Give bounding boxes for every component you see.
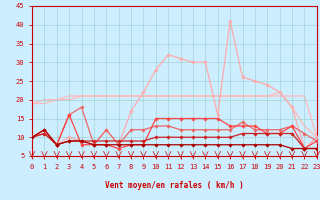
- X-axis label: Vent moyen/en rafales ( km/h ): Vent moyen/en rafales ( km/h ): [105, 181, 244, 190]
